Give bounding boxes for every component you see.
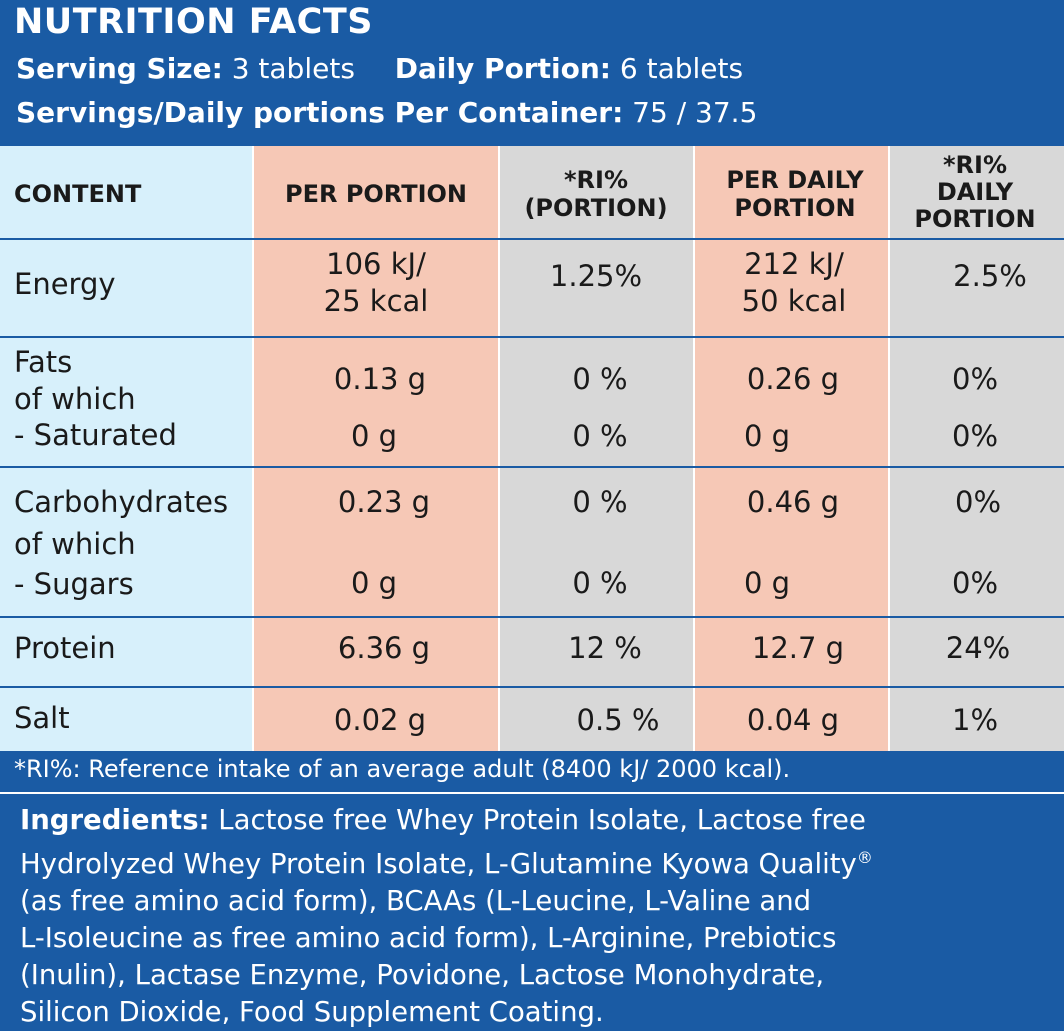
fats-ri-portion: 0 % [572,362,628,396]
content-column [0,146,252,751]
daily-portion-label: Daily Portion: [394,52,611,85]
sugars-ri-daily: 0% [951,566,999,600]
carbs-ri-daily: 0% [954,485,1002,519]
footnote-panel: *RI%: Reference intake of an average adu… [0,751,1064,792]
ingredients-line-1: Ingredients: Lactose free Whey Protein I… [20,802,1030,839]
energy-per-portion-kcal: 25 kcal [323,284,429,318]
saturated-ri-portion: 0 % [572,419,628,453]
carbs-ri-portion: 0 % [572,485,628,519]
header-panel: NUTRITION FACTS Serving Size: 3 tablets … [0,0,1064,146]
row-divider [0,238,1064,240]
ingredients-line-2: Hydrolyzed Whey Protein Isolate, L-Gluta… [20,839,1030,883]
col-header-ri-daily-line3: PORTION [914,205,1036,233]
row-divider [0,616,1064,618]
ingredients-text-2: Hydrolyzed Whey Protein Isolate, L-Gluta… [20,848,857,881]
ri-portion-column [500,146,693,751]
protein-ri-daily: 24% [945,631,1011,665]
servings-label: Servings/Daily portions Per Container: [16,96,624,129]
energy-per-daily: 212 kJ/ 50 kcal [742,246,847,320]
servings-value: 75 / 37.5 [632,96,758,129]
row-divider [0,336,1064,338]
serving-info-line: Serving Size: 3 tablets Daily Portion: 6… [16,52,743,85]
protein-per-daily: 12.7 g [751,631,845,665]
sugars-per-portion: 0 g [351,566,398,600]
servings-per-container-line: Servings/Daily portions Per Container: 7… [16,96,757,129]
fats-ri-daily: 0% [951,362,999,396]
per-portion-column [254,146,498,751]
nutrition-table: CONTENT PER PORTION *RI% (PORTION) PER D… [0,146,1064,751]
col-header-ri-daily-portion: *RI% DAILY PORTION [914,152,1035,233]
serving-size-value: 3 tablets [231,52,355,85]
energy-per-daily-kj: 212 kJ/ [744,247,844,281]
sugars-label: - Sugars [14,567,134,601]
ingredients-line-6: Silicon Dioxide, Food Supplement Coating… [20,996,604,1029]
energy-ri-daily: 2.5% [953,259,1027,293]
col-header-ri-daily-line1: *RI% [942,151,1007,179]
col-header-ri-daily-line2: DAILY [936,178,1014,206]
ingredients-line-5: (Inulin), Lactase Enzyme, Povidone, Lact… [20,959,825,992]
energy-ri-portion: 1.25% [549,259,643,293]
ri-footnote: *RI%: Reference intake of an average adu… [14,755,791,783]
protein-ri-portion: 12 % [568,631,642,665]
col-header-ri-portion-line1: *RI% [563,166,628,194]
salt-per-daily: 0.04 g [746,703,840,737]
carbs-of-which-label: of which [14,527,136,561]
col-header-content: CONTENT [14,180,142,208]
saturated-per-daily: 0 g [744,419,791,453]
salt-ri-portion: 0.5 % [576,703,660,737]
fats-of-which-label: of which [14,382,136,416]
energy-label: Energy [14,267,116,301]
col-header-per-daily-line1: PER DAILY [726,166,864,194]
fats-per-portion: 0.13 g [333,362,427,396]
energy-per-portion-kj: 106 kJ/ [326,247,426,281]
saturated-label: - Saturated [14,418,177,452]
salt-label: Salt [14,701,70,735]
label-title: NUTRITION FACTS [14,2,373,42]
ri-daily-portion-column [890,146,1064,751]
col-header-per-daily-portion: PER DAILY PORTION [726,166,863,222]
registered-mark: ® [856,848,873,867]
per-daily-portion-column [695,146,888,751]
col-header-ri-portion: *RI% (PORTION) [524,166,667,222]
ingredients-label: Ingredients: [20,804,210,836]
saturated-ri-daily: 0% [951,419,999,453]
col-header-ri-portion-line2: (PORTION) [524,194,668,222]
fats-per-daily: 0.26 g [746,362,840,396]
salt-ri-daily: 1% [951,703,999,737]
carbohydrates-label: Carbohydrates [14,485,229,519]
sugars-per-daily: 0 g [744,566,791,600]
fats-label: Fats [14,345,73,379]
row-divider [0,686,1064,688]
carbs-per-portion: 0.23 g [337,485,431,519]
energy-per-portion: 106 kJ/ 25 kcal [324,246,429,320]
energy-per-daily-kcal: 50 kcal [741,284,847,318]
col-header-per-portion: PER PORTION [284,180,468,208]
ingredients-text: Ingredients: Lactose free Whey Protein I… [20,802,1030,1031]
ingredients-text-1: Lactose free Whey Protein Isolate, Lacto… [209,804,866,836]
carbs-per-daily: 0.46 g [746,485,840,519]
col-header-per-daily-line2: PORTION [734,194,856,222]
ingredients-line-4: L-Isoleucine as free amino acid form), L… [20,922,837,955]
row-divider [0,466,1064,468]
saturated-per-portion: 0 g [351,419,398,453]
sugars-ri-portion: 0 % [572,566,628,600]
protein-per-portion: 6.36 g [337,631,431,665]
section-divider [0,792,1064,794]
daily-portion-value: 6 tablets [619,52,744,85]
protein-label: Protein [14,631,116,665]
ingredients-line-3: (as free amino acid form), BCAAs (L-Leuc… [20,885,812,918]
salt-per-portion: 0.02 g [333,703,427,737]
serving-size-label: Serving Size: [16,52,223,85]
ingredients-panel: Ingredients: Lactose free Whey Protein I… [0,794,1064,1031]
